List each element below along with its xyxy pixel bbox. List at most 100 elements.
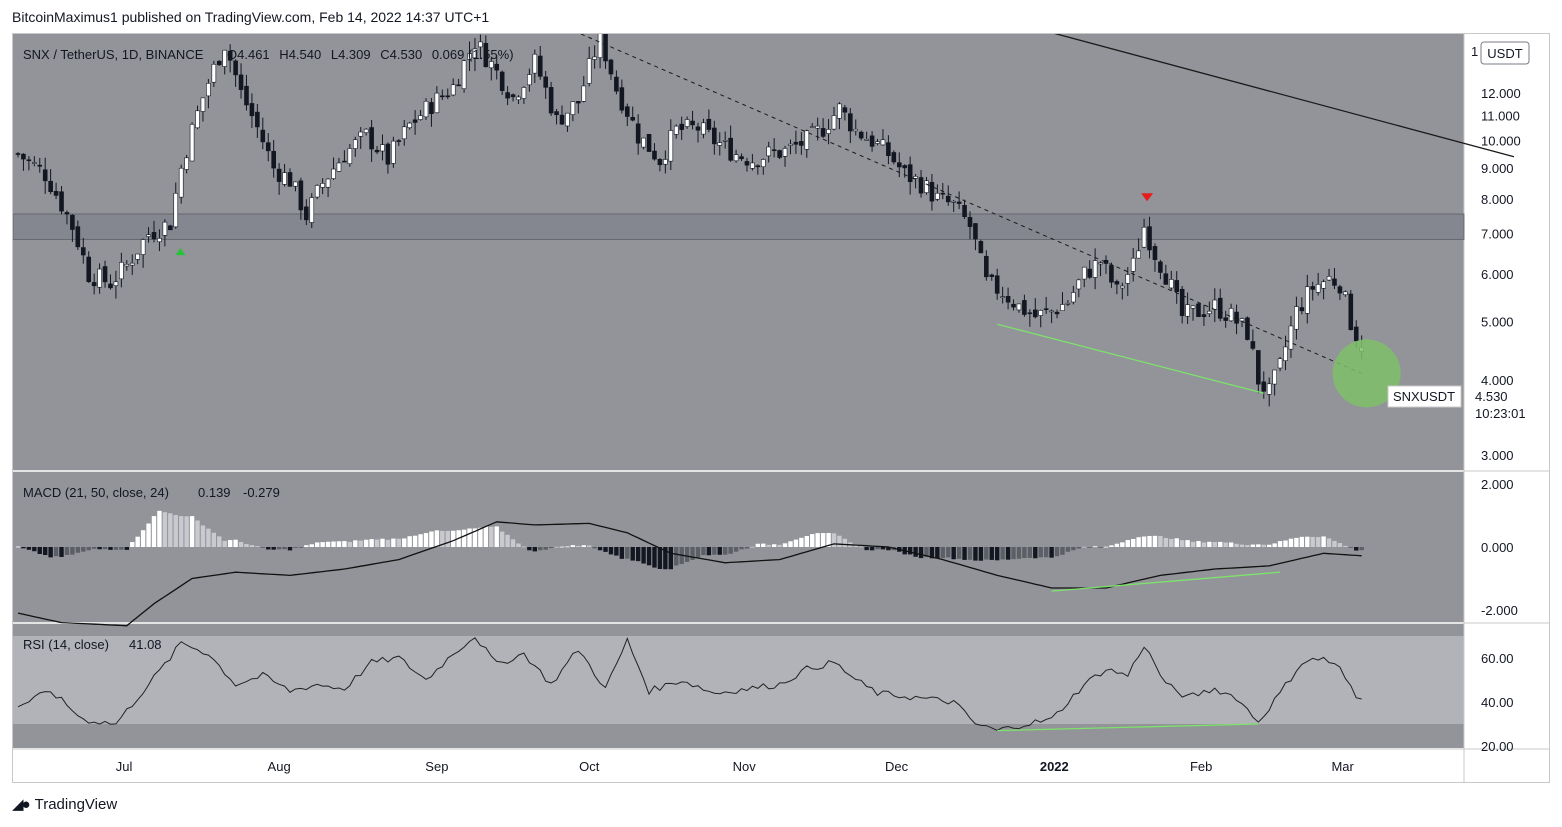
candle-body	[935, 192, 940, 200]
macd-hist-bar	[1054, 547, 1060, 557]
macd-hist-bar	[777, 544, 782, 547]
rsi-readout: 41.08	[129, 637, 162, 652]
macd-hist-bar	[418, 534, 423, 547]
macd-hist-bar	[538, 547, 543, 551]
candle-body	[1343, 291, 1348, 296]
currency-badge[interactable]: USDT	[1487, 46, 1522, 61]
macd-divergence-line	[1051, 571, 1281, 592]
macd-hist-bar	[1321, 536, 1326, 547]
candle-body	[206, 83, 211, 97]
macd-hist-bar	[1174, 538, 1179, 547]
candle-body	[907, 164, 913, 183]
symbol-label: SNXUSDT	[1393, 389, 1455, 404]
macd-hist-bar	[64, 547, 70, 555]
macd-hist-bar	[1283, 540, 1288, 547]
candle-body	[434, 92, 440, 114]
macd-hist-bar	[1234, 543, 1239, 547]
candle-body	[1022, 300, 1027, 315]
macd-hist-bar	[951, 547, 956, 560]
candle-body	[1277, 358, 1283, 369]
macd-hist-bar	[298, 547, 304, 548]
candle-body	[984, 255, 989, 278]
candle-body	[304, 206, 309, 221]
macd-hist-bar	[886, 547, 891, 551]
macd-hist-bar	[706, 547, 712, 556]
macd-hist-bar	[815, 533, 820, 547]
candle-body	[472, 48, 478, 59]
macd-hist-bar	[1261, 544, 1266, 547]
macd-hist-bar	[358, 540, 363, 547]
macd-hist-bar	[391, 538, 396, 547]
candle-body	[793, 141, 799, 145]
candle-body	[380, 144, 385, 152]
macd-hist-bar	[227, 540, 233, 547]
macd-hist-bar	[924, 547, 929, 558]
macd-hist-bar	[260, 547, 265, 548]
macd-hist-bar	[984, 547, 989, 560]
macd-hist-bar	[995, 547, 1000, 561]
candle-body	[293, 181, 298, 187]
candle-body	[168, 225, 173, 231]
macd-hist-bar	[733, 547, 739, 552]
candle-body	[1060, 304, 1065, 311]
macd-hist-bar	[1125, 540, 1130, 547]
macd-hist-bar	[940, 547, 945, 559]
macd-hist-bar	[206, 528, 211, 547]
macd-hist-bar	[1196, 541, 1201, 547]
candle-body	[1315, 284, 1321, 293]
candle-body	[119, 262, 124, 280]
candle-body	[1136, 250, 1141, 259]
candle-body	[951, 200, 956, 203]
macd-hist-bar	[347, 541, 353, 547]
candle-body	[488, 61, 494, 69]
candle-body	[989, 274, 995, 277]
candle-body	[1337, 286, 1343, 294]
candle-body	[86, 256, 92, 283]
candle-body	[1152, 246, 1158, 260]
candle-body	[967, 217, 973, 227]
macd-hist-bar	[581, 545, 586, 547]
macd-hist-bar	[86, 547, 91, 551]
solid-resistance-line	[927, 0, 1515, 158]
footer-brand[interactable]: TradingView	[34, 795, 118, 813]
candle-body	[200, 97, 206, 112]
candle-body	[325, 178, 331, 188]
rsi-divergence-line	[997, 723, 1259, 732]
macd-hist-bar	[766, 544, 771, 547]
candle-body	[804, 130, 810, 150]
time-tick-label: 2022	[1040, 759, 1069, 774]
macd-hist-bar	[140, 530, 146, 547]
macd-hist-bar	[527, 547, 532, 551]
candle-body	[1234, 311, 1239, 324]
candle-body	[1272, 369, 1277, 385]
candle-body	[820, 128, 826, 137]
macd-hist-bar	[1343, 545, 1348, 547]
candle-body	[886, 142, 891, 156]
candle-body	[1299, 307, 1305, 312]
candle-body	[739, 156, 744, 160]
macd-hist-bar	[407, 536, 412, 547]
candle-body	[733, 154, 739, 162]
candle-body	[641, 137, 646, 148]
candle-body	[342, 160, 347, 163]
macd-hist-bar	[255, 546, 260, 547]
candle-body	[173, 192, 179, 228]
candle-body	[1038, 310, 1044, 316]
macd-hist-bar	[946, 547, 951, 558]
macd-hist-bar	[157, 510, 162, 547]
macd-hist-bar	[434, 530, 440, 547]
up-arrow-icon	[175, 248, 186, 256]
ohlc-open: 4.461	[237, 47, 270, 62]
macd-hist-bar	[97, 547, 102, 550]
candle-body	[260, 129, 266, 143]
candle-body	[358, 131, 364, 137]
macd-hist-bar	[478, 527, 483, 547]
candle-body	[1125, 274, 1131, 284]
chart-canvas[interactable]: 3.0004.0005.0006.0007.0008.0009.00010.00…	[12, 0, 1549, 782]
candle-body	[973, 223, 978, 240]
candle-body	[456, 84, 461, 87]
candle-body	[543, 76, 548, 88]
macd-hist-bar	[1277, 541, 1283, 547]
candle-body	[603, 28, 608, 62]
candle-body	[102, 266, 108, 283]
